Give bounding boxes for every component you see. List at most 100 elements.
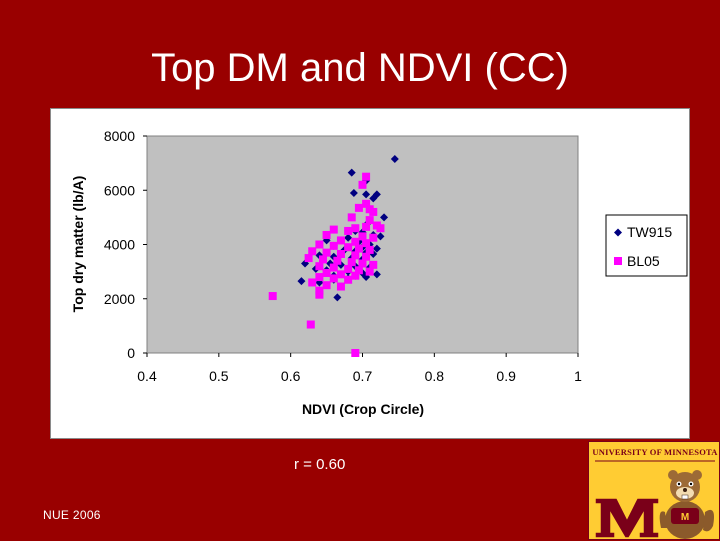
block-m-icon: [594, 497, 660, 539]
data-point-bl05: [362, 252, 371, 261]
data-point-bl05: [336, 249, 345, 258]
x-tick-label: 0.7: [353, 368, 373, 384]
data-point-tw915: [349, 188, 358, 197]
data-point-bl05: [369, 233, 378, 242]
y-tick-label: 6000: [104, 182, 135, 198]
data-point-tw915: [347, 168, 356, 177]
y-tick-label: 8000: [104, 128, 135, 144]
data-point-tw915: [362, 190, 371, 199]
data-point-bl05: [358, 232, 367, 241]
data-point-bl05: [362, 199, 371, 208]
data-point-tw915: [297, 277, 306, 286]
data-point-bl05: [315, 290, 324, 299]
data-point-bl05: [344, 264, 353, 273]
logo-wordmark: University of Minnesota: [592, 447, 718, 457]
correlation-label: r = 0.60: [294, 456, 346, 473]
legend-box: [605, 214, 688, 277]
legend-label-tw915: TW915: [627, 224, 672, 240]
data-point-tw915: [372, 244, 381, 253]
data-point-bl05: [354, 244, 363, 253]
data-point-bl05: [308, 278, 317, 287]
data-point-bl05: [351, 237, 360, 246]
data-point-bl05: [329, 241, 338, 250]
data-point-bl05: [362, 239, 371, 248]
data-point-bl05: [336, 270, 345, 279]
y-axis-title: Top dry matter (lb/A): [70, 176, 86, 313]
x-tick-label: 0.8: [425, 368, 445, 384]
data-point-bl05: [344, 226, 353, 235]
data-point-bl05: [306, 320, 315, 329]
y-axis-ticks: 0 2000 4000 6000 8000: [104, 128, 147, 361]
data-point-bl05: [322, 281, 331, 290]
legend-marker-tw915: [614, 228, 622, 237]
data-point-bl05: [358, 259, 367, 268]
data-point-bl05: [322, 268, 331, 277]
data-point-bl05: [333, 256, 342, 265]
x-tick-label: 1: [574, 368, 582, 384]
y-tick-label: 2000: [104, 291, 135, 307]
chart-frame: 0 2000 4000 6000 8000 0.4 0.5 0.6 0.7 0.8 0.9 1 ND…: [50, 108, 690, 439]
data-point-bl05: [329, 225, 338, 234]
data-point-bl05: [318, 255, 327, 264]
data-point-bl05: [315, 240, 324, 249]
university-logo: University of Minnesota M: [588, 441, 720, 540]
goldy-gopher-logo-icon: M: [594, 460, 715, 539]
x-tick-label: 0.9: [496, 368, 516, 384]
data-point-tw915: [362, 273, 371, 282]
x-tick-label: 0.5: [209, 368, 229, 384]
svg-text:M: M: [681, 512, 689, 523]
data-point-bl05: [351, 224, 360, 233]
x-axis-title: NDVI (Crop Circle): [302, 401, 424, 417]
data-point-bl05: [369, 260, 378, 269]
data-point-tw915: [301, 259, 310, 268]
data-point-bl05: [347, 213, 356, 222]
data-point-bl05: [315, 262, 324, 271]
data-point-bl05: [336, 236, 345, 245]
data-point-tw915: [372, 190, 381, 199]
data-point-bl05: [315, 286, 324, 295]
x-axis-ticks: 0.4 0.5 0.6 0.7 0.8 0.9 1: [137, 353, 582, 384]
data-point-bl05: [358, 180, 367, 189]
data-point-bl05: [308, 247, 317, 256]
scatter-chart: 0 2000 4000 6000 8000 0.4 0.5 0.6 0.7 0.8 0.9 1 ND…: [70, 128, 688, 417]
data-point-tw915: [322, 236, 331, 245]
data-point-bl05: [344, 243, 353, 252]
data-point-tw915: [344, 233, 353, 242]
data-point-bl05: [362, 222, 371, 231]
legend-label-bl05: BL05: [627, 253, 660, 269]
data-point-bl05: [351, 349, 360, 357]
data-point-bl05: [354, 266, 363, 275]
data-point-bl05: [268, 292, 277, 301]
data-point-bl05: [322, 231, 331, 240]
gopher-mascot-icon: M: [659, 470, 714, 539]
data-point-tw915: [376, 232, 385, 241]
data-point-bl05: [351, 271, 360, 280]
data-point-tw915: [380, 213, 389, 222]
data-point-tw915: [369, 194, 378, 203]
data-point-bl05: [365, 216, 374, 225]
x-tick-label: 0.6: [281, 368, 301, 384]
legend-marker-bl05: [614, 257, 622, 265]
data-point-tw915: [390, 155, 399, 164]
data-point-bl05: [365, 267, 374, 276]
data-point-bl05: [347, 258, 356, 267]
data-point-bl05: [329, 263, 338, 272]
y-tick-label: 4000: [104, 237, 135, 253]
data-point-bl05: [376, 224, 385, 233]
slide-title: Top DM and NDVI (CC): [151, 46, 569, 90]
data-points: [268, 155, 399, 357]
data-point-bl05: [351, 251, 360, 260]
data-point-bl05: [369, 207, 378, 216]
x-tick-label: 0.4: [137, 368, 157, 384]
data-point-tw915: [372, 270, 381, 279]
data-point-bl05: [344, 275, 353, 284]
data-point-bl05: [322, 248, 331, 257]
data-point-bl05: [336, 282, 345, 291]
data-point-bl05: [362, 172, 371, 181]
data-point-bl05: [315, 273, 324, 282]
data-point-bl05: [365, 245, 374, 254]
data-point-bl05: [354, 203, 363, 212]
legend: TW915 BL05: [605, 214, 688, 277]
footer-label: NUE 2006: [43, 508, 101, 522]
data-point-bl05: [329, 274, 338, 283]
